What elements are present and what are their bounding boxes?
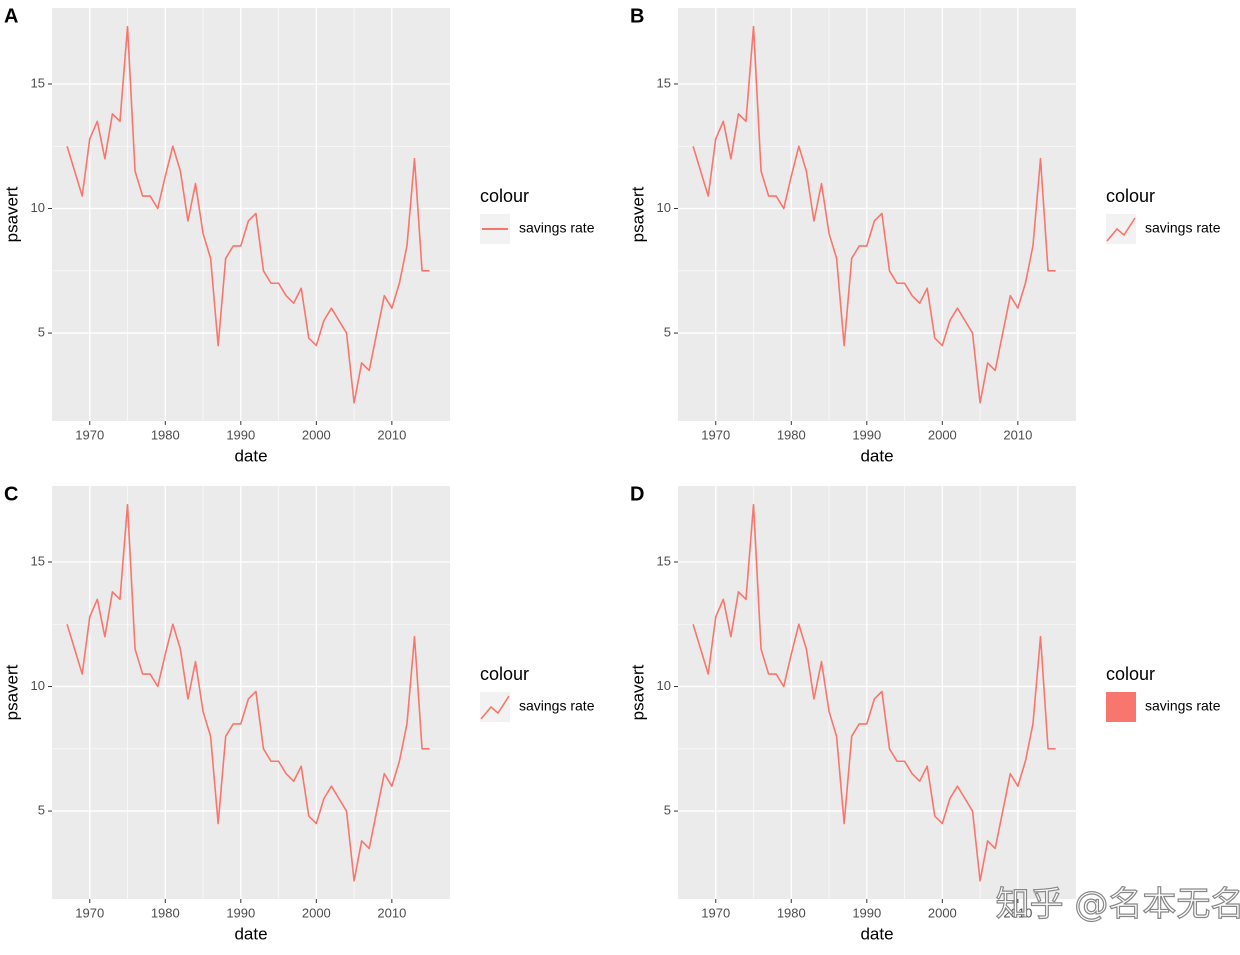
panel-tag: A [4, 5, 18, 27]
legend-key [1106, 217, 1136, 242]
x-tick-label: 1980 [777, 427, 806, 442]
data-line [692, 25, 1056, 404]
y-tick-label: 10 [31, 200, 45, 215]
legend-key [480, 695, 510, 720]
plot-background [678, 8, 1076, 421]
x-tick-label: 1980 [151, 427, 180, 442]
x-tick-label: 1990 [852, 427, 881, 442]
x-tick-label: 1990 [226, 905, 255, 920]
y-tick-label: 15 [31, 553, 45, 568]
y-axis-title: psavert [2, 664, 21, 720]
y-axis-title: psavert [628, 186, 647, 242]
x-tick-label: 1990 [226, 427, 255, 442]
legend-title: colour [1106, 664, 1155, 684]
legend-label: savings rate [1145, 698, 1221, 714]
y-tick-label: 10 [657, 678, 671, 693]
y-tick-label: 15 [657, 553, 671, 568]
panel-tag: B [630, 5, 644, 27]
legend-title: colour [480, 664, 529, 684]
x-tick-label: 1980 [151, 905, 180, 920]
x-tick-label: 1970 [75, 905, 104, 920]
y-axis-title: psavert [2, 186, 21, 242]
plot-background [52, 8, 450, 421]
x-axis-title: date [860, 446, 893, 465]
legend-key-bg [1106, 214, 1136, 244]
x-tick-label: 1970 [75, 427, 104, 442]
legend-title: colour [480, 186, 529, 206]
x-tick-label: 1970 [701, 905, 730, 920]
x-tick-label: 1970 [701, 427, 730, 442]
legend-label: savings rate [519, 698, 595, 714]
legend-key-bg [480, 692, 510, 722]
y-tick-label: 5 [664, 803, 671, 818]
data-line [66, 503, 430, 882]
x-tick-label: 2000 [302, 905, 331, 920]
y-tick-label: 15 [31, 75, 45, 90]
plot-background [678, 486, 1076, 899]
y-tick-label: 10 [31, 678, 45, 693]
legend-label: savings rate [519, 220, 595, 236]
y-tick-label: 15 [657, 75, 671, 90]
panel-tag: C [4, 483, 18, 505]
x-tick-label: 2010 [377, 427, 406, 442]
y-tick-label: 5 [38, 325, 45, 340]
y-tick-label: 10 [657, 200, 671, 215]
data-line [692, 503, 1056, 882]
x-tick-label: 2010 [1003, 905, 1032, 920]
legend-key [1106, 692, 1136, 722]
x-tick-label: 1980 [777, 905, 806, 920]
x-tick-label: 2000 [302, 427, 331, 442]
x-tick-label: 2000 [928, 427, 957, 442]
legend-label: savings rate [1145, 220, 1221, 236]
plot-background [52, 486, 450, 899]
x-axis-title: date [234, 924, 267, 943]
x-tick-label: 2000 [928, 905, 957, 920]
y-tick-label: 5 [664, 325, 671, 340]
x-tick-label: 2010 [1003, 427, 1032, 442]
x-axis-title: date [234, 446, 267, 465]
panel-tag: D [630, 483, 644, 505]
watermark: 知乎 @名本无名 [996, 885, 1240, 925]
y-axis-title: psavert [628, 664, 647, 720]
data-line [66, 25, 430, 404]
x-axis-title: date [860, 924, 893, 943]
legend-title: colour [1106, 186, 1155, 206]
x-tick-label: 1990 [852, 905, 881, 920]
x-tick-label: 2010 [377, 905, 406, 920]
y-tick-label: 5 [38, 803, 45, 818]
